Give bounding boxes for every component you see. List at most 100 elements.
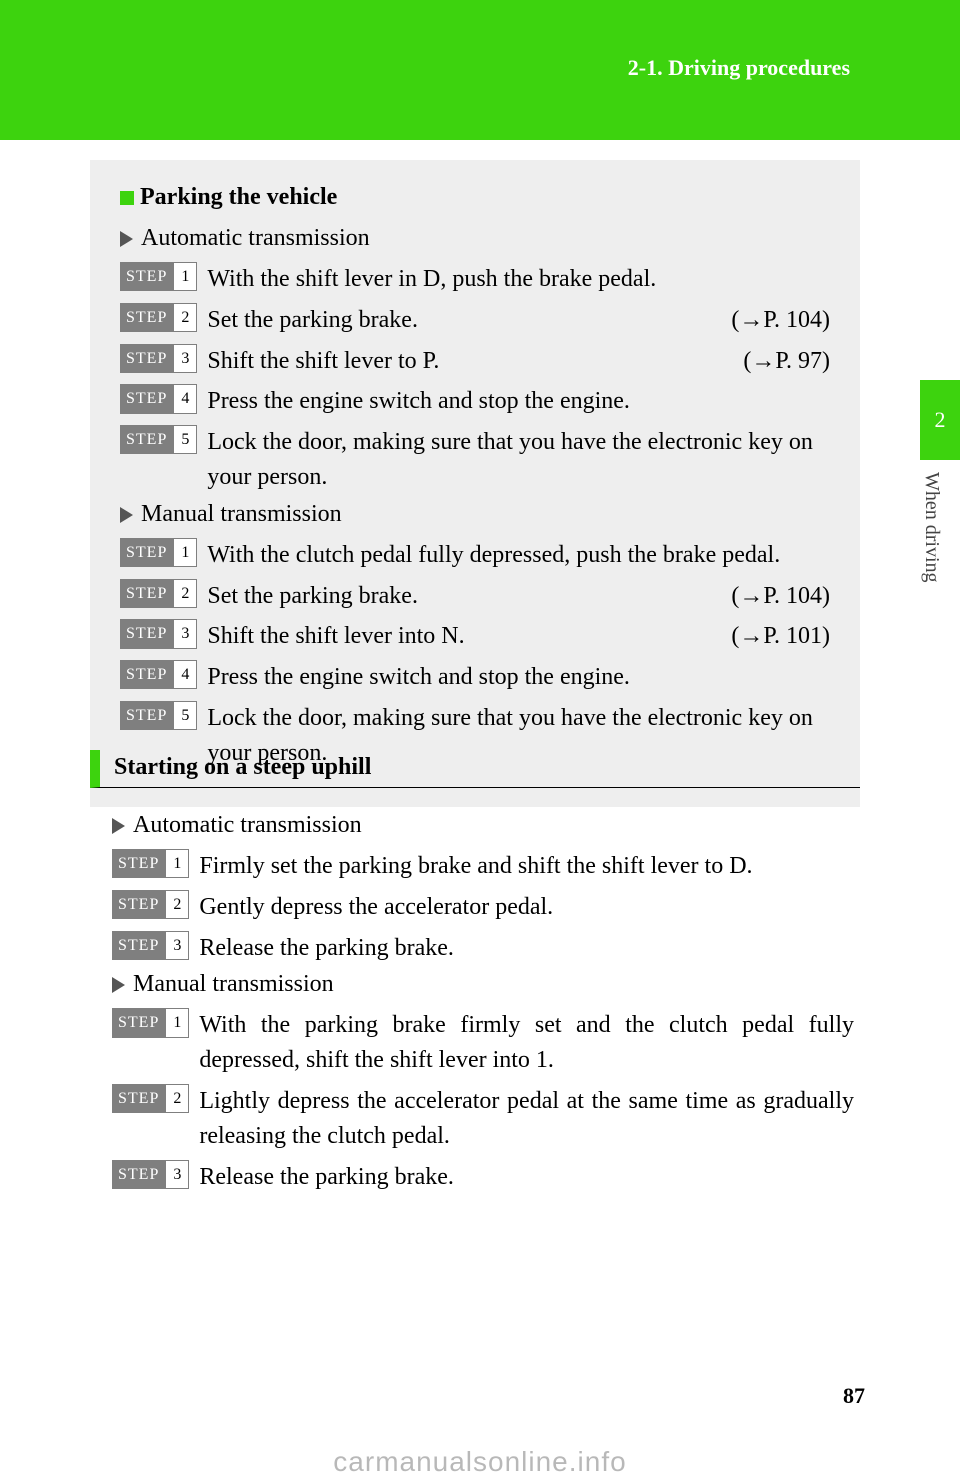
step-text: Release the parking brake.: [199, 931, 854, 966]
step-text: Press the engine switch and stop the eng…: [207, 660, 830, 695]
step-badge: STEP2: [120, 579, 197, 608]
step-number: 3: [165, 1160, 189, 1189]
step-badge: STEP1: [112, 1008, 189, 1037]
step-word: STEP: [120, 303, 173, 332]
step-badge: STEP2: [112, 1084, 189, 1113]
step-number: 5: [173, 425, 197, 454]
step-text: Press the engine switch and stop the eng…: [207, 384, 830, 419]
step-row: STEP4 Press the engine switch and stop t…: [120, 384, 830, 419]
step-word: STEP: [120, 425, 173, 454]
step-text: With the parking brake firmly set and th…: [199, 1008, 854, 1078]
step-number: 1: [173, 538, 197, 567]
section-body: Automatic transmission STEP1 Firmly set …: [90, 812, 860, 1194]
step-word: STEP: [120, 579, 173, 608]
step-number: 2: [173, 579, 197, 608]
step-word: STEP: [120, 538, 173, 567]
step-word: STEP: [112, 931, 165, 960]
triangle-bullet-icon: [120, 231, 133, 247]
page-ref: (→P. 101): [721, 619, 830, 654]
step-number: 2: [165, 1084, 189, 1113]
step-row: STEP2 Lightly depress the accelerator pe…: [112, 1084, 854, 1154]
step-row: STEP2 Gently depress the accelerator ped…: [112, 890, 854, 925]
step-row: STEP3 Shift the shift lever to P. (→P. 9…: [120, 344, 830, 379]
step-row: STEP3 Shift the shift lever into N. (→P.…: [120, 619, 830, 654]
manual-label: Manual transmission: [133, 971, 334, 997]
step-badge: STEP3: [112, 931, 189, 960]
step-text: Set the parking brake.: [207, 579, 721, 614]
parking-vehicle-box: Parking the vehicle Automatic transmissi…: [90, 160, 860, 807]
step-row: STEP3 Release the parking brake.: [112, 931, 854, 966]
auto-transmission-heading: Automatic transmission: [120, 225, 830, 252]
manual-label: Manual transmission: [141, 501, 342, 527]
page-ref: (→P. 104): [721, 579, 830, 614]
step-word: STEP: [120, 262, 173, 291]
step-badge: STEP2: [112, 890, 189, 919]
chapter-label: When driving: [920, 460, 943, 640]
step-number: 5: [173, 701, 197, 730]
step-text: Gently depress the accelerator pedal.: [199, 890, 854, 925]
step-badge: STEP5: [120, 701, 197, 730]
step-number: 4: [173, 660, 197, 689]
step-badge: STEP3: [112, 1160, 189, 1189]
step-word: STEP: [112, 1008, 165, 1037]
step-badge: STEP1: [120, 262, 197, 291]
watermark: carmanualsonline.info: [0, 1446, 960, 1478]
step-word: STEP: [112, 890, 165, 919]
step-row: STEP3 Release the parking brake.: [112, 1160, 854, 1195]
step-row: STEP1 With the shift lever in D, push th…: [120, 262, 830, 297]
auto-label: Automatic transmission: [141, 225, 370, 251]
triangle-bullet-icon: [112, 977, 125, 993]
step-text: Release the parking brake.: [199, 1160, 854, 1195]
step-word: STEP: [120, 660, 173, 689]
step-number: 2: [165, 890, 189, 919]
step-number: 3: [173, 619, 197, 648]
step-word: STEP: [120, 619, 173, 648]
step-number: 3: [165, 931, 189, 960]
step-number: 2: [173, 303, 197, 332]
chapter-number-tab: 2: [920, 380, 960, 460]
manual-transmission-heading: Manual transmission: [120, 501, 830, 528]
step-badge: STEP2: [120, 303, 197, 332]
step-badge: STEP1: [120, 538, 197, 567]
step-row: STEP2 Set the parking brake. (→P. 104): [120, 579, 830, 614]
page-ref: (→P. 104): [721, 303, 830, 338]
step-text: Shift the shift lever into N.: [207, 619, 721, 654]
step-row: STEP4 Press the engine switch and stop t…: [120, 660, 830, 695]
step-badge: STEP1: [112, 849, 189, 878]
step-word: STEP: [112, 1160, 165, 1189]
step-badge: STEP4: [120, 660, 197, 689]
step-text: Set the parking brake.: [207, 303, 721, 338]
page-number: 87: [843, 1383, 865, 1409]
step-text: Lock the door, making sure that you have…: [207, 425, 830, 495]
step-word: STEP: [112, 1084, 165, 1113]
step-number: 4: [173, 384, 197, 413]
step-text: Firmly set the parking brake and shift t…: [199, 849, 854, 884]
step-number: 1: [165, 1008, 189, 1037]
step-row: STEP1 With the parking brake firmly set …: [112, 1008, 854, 1078]
side-tab: 2 When driving: [920, 380, 960, 640]
triangle-bullet-icon: [120, 507, 133, 523]
step-row: STEP2 Set the parking brake. (→P. 104): [120, 303, 830, 338]
step-badge: STEP3: [120, 344, 197, 373]
step-text: Shift the shift lever to P.: [207, 344, 733, 379]
step-badge: STEP4: [120, 384, 197, 413]
step-number: 3: [173, 344, 197, 373]
header-band: 2-1. Driving procedures: [0, 0, 960, 140]
step-word: STEP: [120, 344, 173, 373]
manual-transmission-heading: Manual transmission: [112, 971, 854, 998]
step-row: STEP5 Lock the door, making sure that yo…: [120, 425, 830, 495]
box-title: Parking the vehicle: [120, 184, 830, 211]
step-word: STEP: [112, 849, 165, 878]
page-ref: (→P. 97): [733, 344, 830, 379]
step-text: With the shift lever in D, push the brak…: [207, 262, 830, 297]
uphill-section: Starting on a steep uphill Automatic tra…: [90, 750, 860, 1200]
step-number: 1: [165, 849, 189, 878]
square-bullet-icon: [120, 191, 134, 205]
step-word: STEP: [120, 384, 173, 413]
step-number: 1: [173, 262, 197, 291]
step-row: STEP1 Firmly set the parking brake and s…: [112, 849, 854, 884]
section-heading: Starting on a steep uphill: [90, 750, 860, 788]
step-badge: STEP5: [120, 425, 197, 454]
page: 2-1. Driving procedures 2 When driving P…: [0, 0, 960, 1484]
step-badge: STEP3: [120, 619, 197, 648]
